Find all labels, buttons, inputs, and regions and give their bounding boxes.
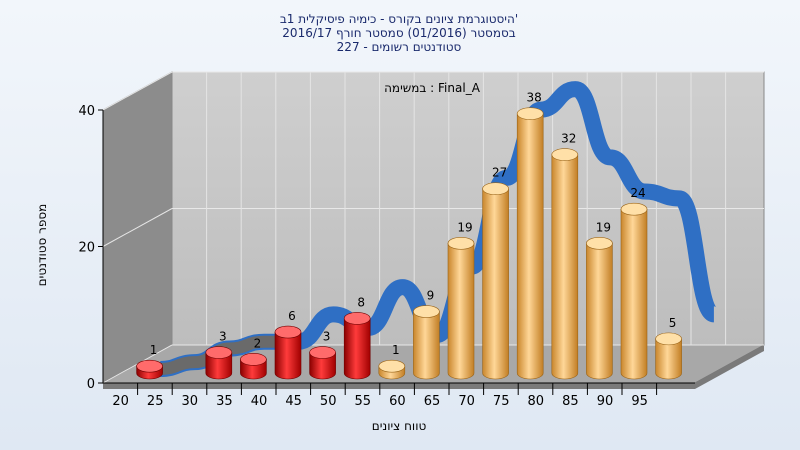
bar-top bbox=[378, 359, 406, 373]
x-ticks: 20 25 30 35 40 45 50 55 60 65 70 75 80 85 90 95 bbox=[112, 383, 658, 409]
x-tick-label: 45 bbox=[285, 394, 302, 409]
bar-body bbox=[343, 318, 371, 380]
chart-title-line-1: היסטוגרמת ציונים בקורס - כימיה פיסיקלית … bbox=[280, 12, 518, 26]
bar bbox=[205, 346, 233, 380]
x-tick-label: 90 bbox=[597, 394, 614, 409]
bar-top bbox=[482, 182, 509, 196]
bar-top bbox=[516, 107, 544, 120]
bar-top bbox=[447, 237, 475, 250]
bar bbox=[620, 202, 648, 380]
data-label: 24 bbox=[630, 186, 645, 200]
data-label: 27 bbox=[492, 166, 507, 180]
data-label: 19 bbox=[457, 220, 472, 234]
x-tick-label: 25 bbox=[147, 394, 164, 409]
bar bbox=[482, 182, 509, 380]
data-label: 3 bbox=[323, 330, 331, 344]
bar bbox=[516, 107, 544, 380]
bar-body bbox=[274, 331, 302, 380]
x-tick-label: 30 bbox=[182, 394, 199, 409]
x-axis-title: טווח ציונים bbox=[372, 419, 427, 433]
bar bbox=[343, 312, 371, 380]
bar-body bbox=[655, 338, 682, 380]
data-label: 2 bbox=[254, 336, 262, 350]
x-tick-label: 65 bbox=[424, 394, 441, 409]
bar bbox=[240, 353, 267, 380]
x-tick-label: 75 bbox=[493, 394, 510, 409]
data-label: 1 bbox=[150, 343, 158, 357]
y-axis-title: מספר סטודנטים bbox=[35, 204, 49, 287]
bar-body bbox=[447, 243, 475, 380]
data-label: 5 bbox=[669, 316, 677, 330]
bar bbox=[309, 346, 336, 380]
bar-top bbox=[136, 359, 163, 373]
bar-body bbox=[620, 208, 648, 380]
y-ticks: 0 20 40 bbox=[78, 104, 103, 392]
bar bbox=[413, 305, 440, 380]
data-label: 32 bbox=[561, 132, 576, 146]
data-label: 6 bbox=[288, 309, 296, 323]
x-tick-label: 70 bbox=[458, 394, 475, 409]
side-gridline bbox=[102, 71, 173, 111]
x-tick-label: 55 bbox=[355, 394, 372, 409]
data-label: 9 bbox=[427, 289, 435, 303]
bar-body bbox=[482, 188, 509, 380]
bar-top bbox=[309, 346, 336, 359]
bar-body bbox=[309, 352, 336, 380]
x-tick-label: 40 bbox=[251, 394, 268, 409]
bar-body bbox=[586, 243, 613, 380]
bars bbox=[136, 107, 682, 380]
bar bbox=[274, 325, 302, 380]
bar-top bbox=[274, 325, 302, 339]
x-tick-label: 50 bbox=[320, 394, 337, 409]
chart-title-line-2: בסמסטר (01/2016) סמסטר חורף 2016/17 bbox=[282, 26, 515, 40]
bar bbox=[136, 359, 163, 380]
bar bbox=[551, 148, 579, 380]
x-tick-label: 60 bbox=[389, 394, 406, 409]
bar-top bbox=[586, 237, 613, 250]
data-label: 3 bbox=[219, 330, 227, 344]
bar-top bbox=[205, 346, 233, 359]
x-tick-label: 80 bbox=[528, 394, 545, 409]
chart-title-line-3: סטודנטים רשומים - 227 bbox=[337, 40, 462, 54]
x-tick-label: 95 bbox=[631, 394, 648, 409]
bar-top bbox=[620, 202, 648, 216]
bar-body bbox=[205, 352, 233, 380]
bar-top bbox=[343, 312, 371, 325]
chart-right-edge bbox=[695, 345, 764, 389]
bar-body bbox=[413, 311, 440, 380]
inner-label: במשימה : Final_A bbox=[384, 81, 481, 95]
side-gridline bbox=[102, 208, 173, 247]
y-tick-label: 0 bbox=[87, 377, 95, 392]
x-tick-label: 85 bbox=[562, 394, 579, 409]
data-label: 1 bbox=[392, 343, 400, 357]
data-label: 8 bbox=[357, 295, 365, 309]
bar-top bbox=[551, 148, 579, 161]
x-tick-label: 20 bbox=[112, 394, 129, 409]
bar bbox=[655, 332, 682, 380]
bar-body bbox=[551, 154, 579, 380]
data-label: 19 bbox=[596, 220, 611, 234]
chart-floor-front bbox=[103, 383, 695, 389]
y-tick-label: 40 bbox=[78, 104, 95, 119]
x-tick-label: 35 bbox=[216, 394, 233, 409]
y-tick-label: 20 bbox=[78, 241, 95, 256]
bar bbox=[586, 237, 613, 380]
data-label: 38 bbox=[527, 91, 542, 105]
bar-top bbox=[413, 305, 440, 318]
bar-top bbox=[655, 332, 682, 346]
bar-body bbox=[516, 113, 544, 380]
bar bbox=[447, 237, 475, 380]
bar-top bbox=[240, 353, 267, 366]
bar bbox=[378, 359, 406, 380]
